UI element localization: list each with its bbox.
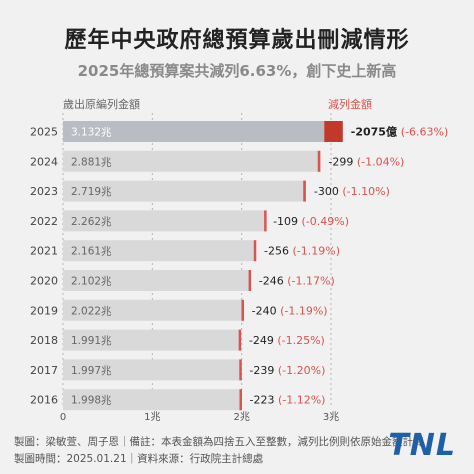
cut-value-label: -256 (-1.19%) xyxy=(264,245,340,258)
original-value-label: 3.132兆 xyxy=(71,127,112,139)
cut-bar xyxy=(248,270,252,291)
cut-value-label: -239 (-1.20%) xyxy=(249,364,325,377)
cut-value-label: -299 (-1.04%) xyxy=(328,155,404,168)
cut-amount: -249 xyxy=(249,334,277,347)
cut-value-label: -2075億 (-6.63%) xyxy=(351,125,449,139)
original-bar xyxy=(63,121,325,142)
cut-amount: -256 xyxy=(264,245,292,258)
original-value-label: 2.262兆 xyxy=(71,216,112,228)
legend-original: 歲出原編列金額 xyxy=(63,97,140,111)
x-tick-label: 2兆 xyxy=(233,411,249,423)
cut-bar xyxy=(241,299,244,321)
year-label: 2024 xyxy=(30,155,58,168)
original-value-label: 1.991兆 xyxy=(71,335,112,347)
footer-credits: 製圖：梁敏萱、周子恩｜備註：本表金額為四捨五入至整數，減列比例則依原始金額計算 xyxy=(14,436,424,448)
cut-amount: -240 xyxy=(252,304,280,317)
cut-percent: (-1.19%) xyxy=(293,245,341,258)
original-bar xyxy=(63,150,318,172)
x-tick-label: 0 xyxy=(60,412,66,423)
original-bar xyxy=(63,389,240,411)
original-value-label: 2.022兆 xyxy=(71,305,112,317)
cut-bar xyxy=(303,180,306,202)
x-tick-label: 3兆 xyxy=(323,411,339,423)
cut-value-label: -246 (-1.17%) xyxy=(259,275,335,288)
cut-bar xyxy=(317,150,321,172)
original-value-label: 2.881兆 xyxy=(71,156,112,168)
original-value-label: 1.997兆 xyxy=(71,365,112,377)
cut-value-label: -300 (-1.10%) xyxy=(314,185,390,198)
cut-amount: -300 xyxy=(314,185,342,198)
original-bar xyxy=(63,299,242,321)
original-bar xyxy=(63,359,240,381)
original-value-label: 2.161兆 xyxy=(71,246,112,258)
cut-amount: -239 xyxy=(249,364,277,377)
cut-percent: (-6.63%) xyxy=(401,126,449,139)
cut-amount: -109 xyxy=(273,215,301,228)
cut-percent: (-0.49%) xyxy=(302,215,350,228)
cut-bar xyxy=(264,210,267,232)
cut-percent: (-1.12%) xyxy=(278,394,326,407)
year-label: 2016 xyxy=(30,394,58,407)
cut-percent: (-1.04%) xyxy=(357,155,405,168)
original-value-label: 2.102兆 xyxy=(71,276,112,288)
year-label: 2025 xyxy=(30,126,58,139)
year-label: 2023 xyxy=(30,185,58,198)
cut-amount: -2075億 xyxy=(351,125,401,139)
cut-amount: -246 xyxy=(259,275,287,288)
legend-cut: 減列金額 xyxy=(328,97,372,111)
year-label: 2020 xyxy=(30,275,58,288)
tnl-logo: TNL xyxy=(388,428,456,463)
cut-value-label: -109 (-0.49%) xyxy=(273,215,349,228)
cut-bar xyxy=(239,359,242,381)
footer-source: 製圖時間：2025.01.21｜資料來源：行政院主計總處 xyxy=(14,453,264,465)
cut-percent: (-1.10%) xyxy=(342,185,390,198)
cut-bar xyxy=(253,240,257,262)
chart-title: 歷年中央政府總預算歲出刪減情形 xyxy=(64,28,410,53)
year-label: 2021 xyxy=(30,245,58,258)
chart-subtitle: 2025年總預算案共減列6.63%，創下史上新高 xyxy=(77,62,397,80)
original-bar xyxy=(63,180,304,202)
cut-value-label: -249 (-1.25%) xyxy=(249,334,325,347)
cut-value-label: -223 (-1.12%) xyxy=(249,394,325,407)
year-label: 2019 xyxy=(30,304,58,317)
year-label: 2017 xyxy=(30,364,58,377)
cut-bar xyxy=(238,329,242,351)
cut-percent: (-1.20%) xyxy=(278,364,326,377)
x-tick-label: 1兆 xyxy=(144,411,160,423)
original-value-label: 2.719兆 xyxy=(71,186,112,198)
cut-bar xyxy=(324,121,343,142)
original-bar xyxy=(63,270,249,291)
cut-percent: (-1.17%) xyxy=(287,275,335,288)
cut-percent: (-1.19%) xyxy=(280,304,328,317)
original-bar xyxy=(63,240,254,262)
cut-amount: -299 xyxy=(328,155,356,168)
original-bar xyxy=(63,210,265,232)
original-bar xyxy=(63,329,239,351)
year-label: 2022 xyxy=(30,215,58,228)
cut-percent: (-1.25%) xyxy=(277,334,325,347)
cut-value-label: -240 (-1.19%) xyxy=(252,304,328,317)
cut-bar xyxy=(239,389,242,411)
year-label: 2018 xyxy=(30,334,58,347)
original-value-label: 1.998兆 xyxy=(71,395,112,407)
cut-amount: -223 xyxy=(249,394,277,407)
